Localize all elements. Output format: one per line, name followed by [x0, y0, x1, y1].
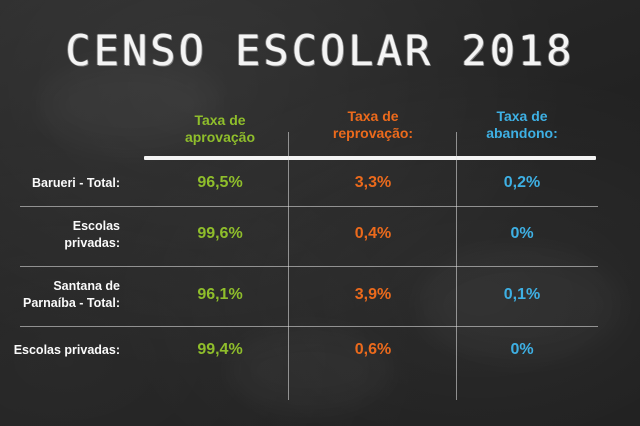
- column-header-line: Taxa de: [194, 112, 246, 128]
- cell-failure: 0,6%: [354, 341, 392, 358]
- row-label-santana-private: Escolas privadas:: [0, 342, 120, 359]
- cell-approval: 96,5%: [197, 174, 243, 191]
- row-divider: [20, 266, 598, 267]
- column-header-line: Taxa de: [347, 108, 399, 124]
- row-divider: [20, 206, 598, 207]
- cell-approval: 99,4%: [197, 341, 243, 358]
- cell-failure: 3,3%: [354, 174, 392, 191]
- row-label-barueri-private: Escolas privadas:: [0, 218, 120, 252]
- row-divider: [20, 326, 598, 327]
- column-header-line: aprovação: [184, 129, 256, 145]
- cell-dropout: 0%: [510, 341, 534, 358]
- column-header-line: reprovação:: [332, 125, 414, 141]
- row-label-line: Santana de: [53, 279, 120, 293]
- cell-dropout: 0,1%: [503, 286, 541, 303]
- column-header-dropout: Taxa de abandono:: [462, 108, 582, 142]
- cell-approval: 96,1%: [197, 286, 243, 303]
- cell-failure: 0,4%: [354, 225, 392, 242]
- cell-dropout: 0,2%: [503, 174, 541, 191]
- row-label-barueri-total: Barueri - Total:: [0, 175, 120, 192]
- row-label-line: Escolas: [72, 219, 120, 233]
- column-header-line: abandono:: [486, 125, 558, 141]
- column-header-failure: Taxa de reprovação:: [313, 108, 433, 142]
- row-label-line: privadas:: [64, 236, 120, 250]
- page-title: CENSO ESCOLAR 2018: [65, 26, 575, 75]
- row-label-line: Escolas privadas:: [13, 343, 120, 357]
- cell-dropout: 0%: [510, 225, 534, 242]
- row-label-line: Parnaíba - Total:: [22, 296, 120, 310]
- column-header-line: Taxa de: [496, 108, 548, 124]
- column-header-approval: Taxa de aprovação: [160, 112, 280, 146]
- cell-failure: 3,9%: [354, 286, 392, 303]
- row-label-line: Barueri - Total:: [32, 176, 120, 190]
- row-label-santana-total: Santana de Parnaíba - Total:: [0, 278, 120, 312]
- header-underline: [144, 156, 596, 160]
- cell-approval: 99,6%: [197, 225, 243, 242]
